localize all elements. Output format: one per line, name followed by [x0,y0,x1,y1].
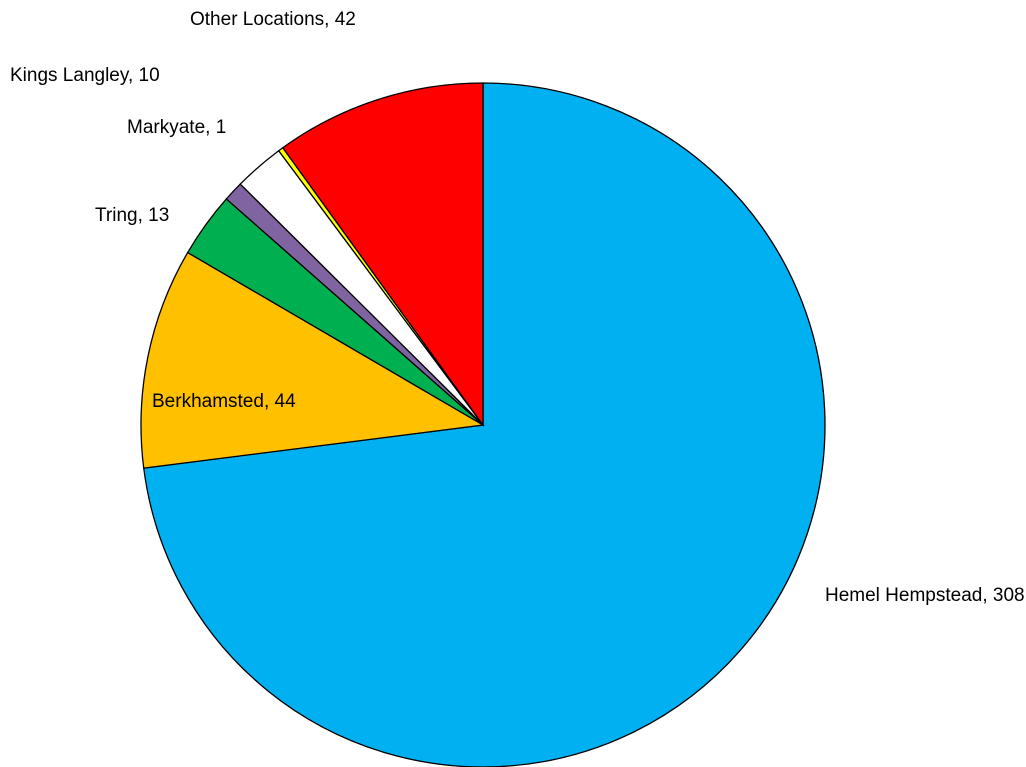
data-label: Tring, 13 [95,205,169,226]
data-label: Hemel Hempstead, 308 [825,585,1025,606]
data-label: Kings Langley, 10 [10,65,160,86]
pie-slice [143,82,826,767]
data-label: Berkhamsted, 44 [152,391,296,412]
data-label: Markyate, 1 [127,117,226,138]
pie-slice [281,82,484,428]
pie-slice [140,251,485,469]
data-label: Other Locations, 42 [190,9,356,30]
